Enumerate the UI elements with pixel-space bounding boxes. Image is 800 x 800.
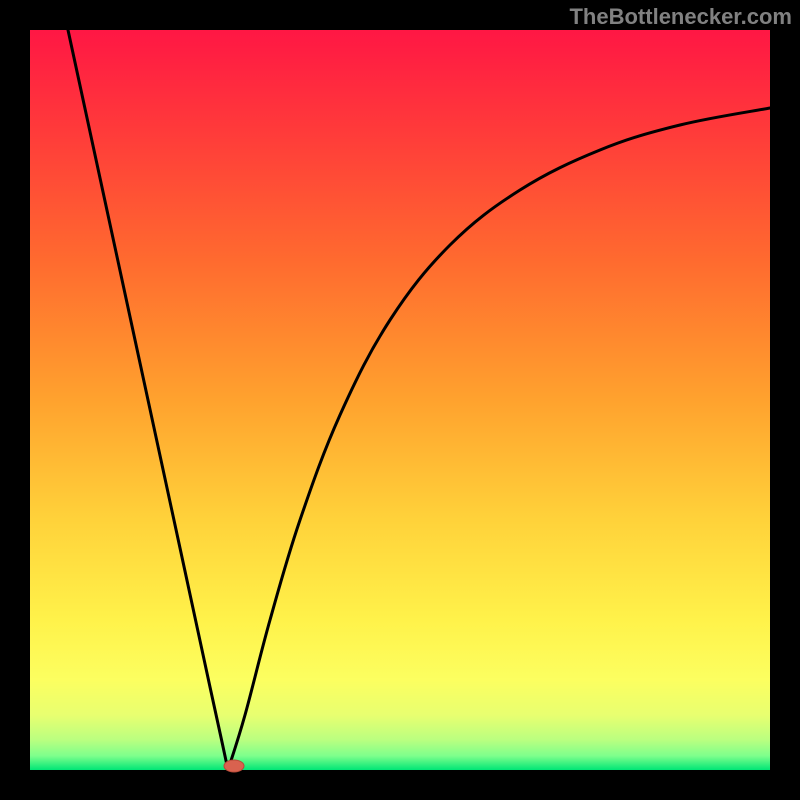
bottleneck-curve (68, 30, 770, 770)
chart-foreground (0, 0, 800, 800)
bottleneck-chart: TheBottlenecker.com (0, 0, 800, 800)
minimum-marker (224, 760, 244, 772)
